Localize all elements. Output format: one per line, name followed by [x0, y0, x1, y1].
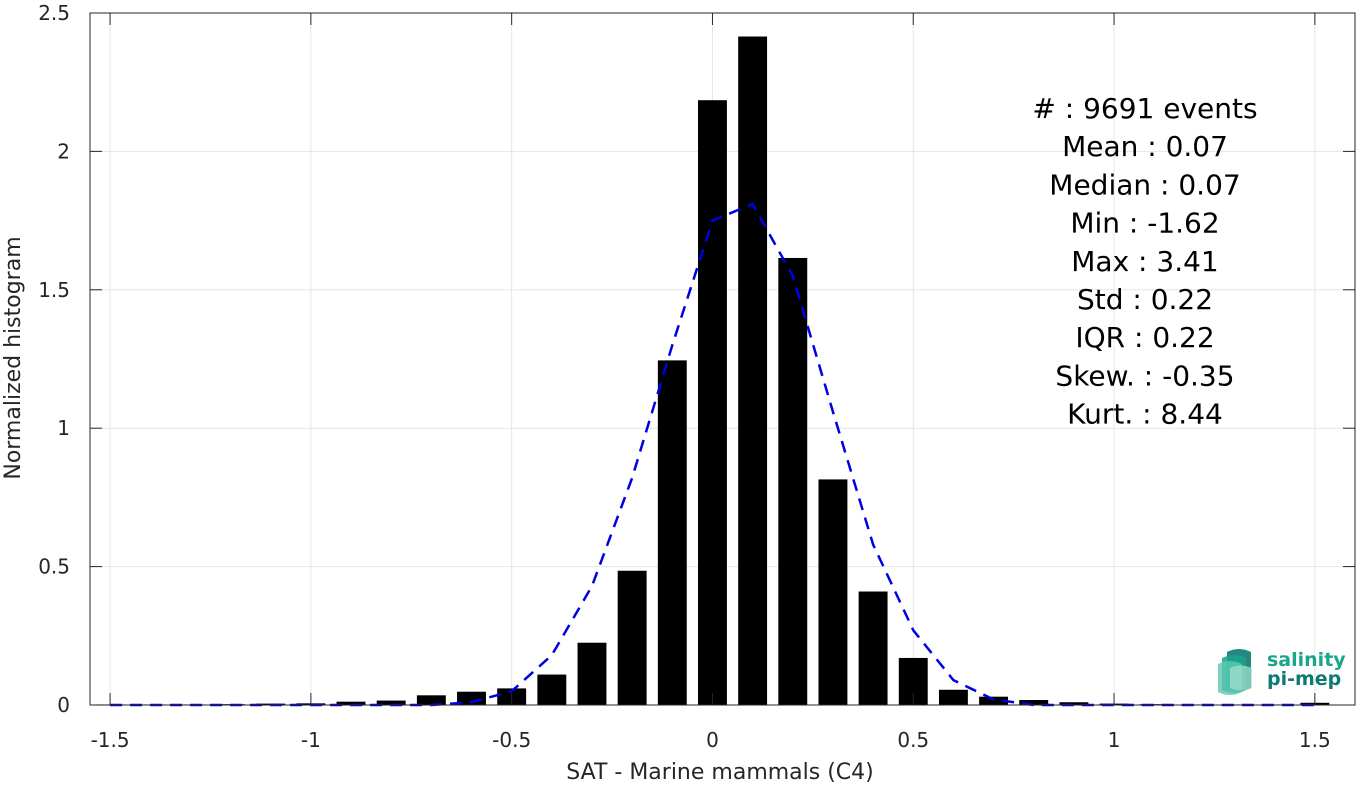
- histogram-bar: [577, 642, 607, 705]
- x-tick-label: 0.5: [897, 728, 929, 752]
- x-tick-label: -1: [301, 728, 321, 752]
- y-axis-label: Normalized histogram: [1, 236, 26, 479]
- histogram-bar: [738, 36, 768, 705]
- histogram-bar: [778, 257, 808, 705]
- stats-line: Median : 0.07: [1049, 168, 1240, 201]
- x-tick-label: -1.5: [91, 728, 130, 752]
- x-tick-label: -0.5: [492, 728, 531, 752]
- axes: [89, 12, 1356, 706]
- y-tick-label: 1: [57, 416, 70, 440]
- stats-line: Skew. : -0.35: [1055, 359, 1234, 392]
- stats-line: Kurt. : 8.44: [1067, 398, 1223, 431]
- histogram-bar: [617, 570, 647, 705]
- histogram-bars: [95, 36, 1330, 706]
- stats-line: Std : 0.22: [1077, 283, 1213, 316]
- stats-line: Mean : 0.07: [1062, 130, 1228, 163]
- histogram-bar: [457, 691, 486, 705]
- histogram-bar: [416, 695, 446, 705]
- histogram-bar: [336, 701, 366, 705]
- histogram-bar: [979, 696, 1009, 705]
- logo-line1: salinity: [1267, 649, 1346, 671]
- salinity-pi-mep-logo: salinity pi-mep: [1218, 649, 1346, 695]
- histogram-bar: [818, 479, 848, 705]
- histogram-bar: [537, 674, 567, 705]
- histogram-bar: [657, 360, 687, 705]
- histogram-bar: [698, 100, 727, 705]
- stats-line: # : 9691 events: [1032, 92, 1257, 125]
- x-tick-label: 1: [1108, 728, 1121, 752]
- y-tick-label: 2: [57, 139, 70, 163]
- histogram-bar: [858, 591, 888, 705]
- tick-labels: -1.5 -1 -0.5 0 0.5 1 1.5 0 0.5 1 1.5 2 2.5: [38, 1, 1331, 752]
- x-tick-label: 1.5: [1299, 728, 1331, 752]
- stats-line: IQR : 0.22: [1075, 321, 1214, 354]
- histogram-bar: [1059, 702, 1089, 705]
- histogram-bar: [376, 700, 406, 705]
- stats-line: Min : -1.62: [1070, 207, 1219, 240]
- histogram-bar: [938, 689, 968, 705]
- logo-wave-icon: [1218, 649, 1252, 695]
- statistics-box: # : 9691 events Mean : 0.07 Median : 0.07 M…: [1032, 92, 1257, 431]
- y-tick-label: 0: [57, 693, 70, 717]
- x-axis-label: SAT - Marine mammals (C4): [566, 760, 874, 785]
- y-tick-label: 0.5: [38, 555, 70, 579]
- histogram-bar: [1019, 700, 1049, 705]
- logo-line2: pi-mep: [1267, 668, 1341, 690]
- y-tick-label: 2.5: [38, 1, 70, 25]
- y-tick-label: 1.5: [38, 278, 70, 302]
- x-tick-label: 0: [706, 728, 719, 752]
- plot-frame: [89, 12, 1356, 706]
- stats-line: Max : 3.41: [1071, 245, 1218, 278]
